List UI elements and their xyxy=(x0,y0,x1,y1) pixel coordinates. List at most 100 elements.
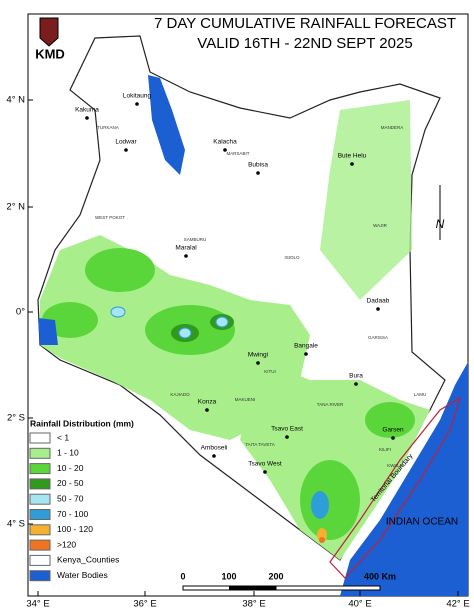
county-label: MARSABIT xyxy=(226,151,249,156)
county-label: TAITA TAVETA xyxy=(245,442,275,447)
rain-area xyxy=(110,306,126,318)
place-marker xyxy=(376,307,380,311)
logo: KMD xyxy=(35,17,65,61)
place-marker xyxy=(124,148,128,152)
latitude-label: 2° S xyxy=(7,413,25,424)
north-label: N xyxy=(436,217,445,231)
place-marker xyxy=(223,148,227,152)
longitude-label: 34° E xyxy=(26,599,49,610)
place-marker xyxy=(391,436,395,440)
place-label: Bangale xyxy=(294,343,318,350)
county-label: TURKANA xyxy=(97,125,119,130)
place-label: Bute Helu xyxy=(338,153,367,160)
north-arrow: N xyxy=(436,185,445,240)
county-label: TANA RIVER xyxy=(317,402,344,407)
county-label: SAMBURU xyxy=(184,237,207,242)
county-label: MAKUENI xyxy=(235,397,256,402)
longitude-label: 36° E xyxy=(133,599,156,610)
rain-area xyxy=(300,460,360,540)
legend-swatch xyxy=(29,554,51,566)
place-label: Tsavo West xyxy=(248,461,282,468)
rain-area xyxy=(365,402,415,438)
county-label: ISIOLO xyxy=(284,255,300,260)
county-label: WEST POKOT xyxy=(95,215,125,220)
place-marker xyxy=(304,352,308,356)
place-marker xyxy=(263,470,267,474)
place-label: Kakuma xyxy=(75,107,99,114)
place-marker xyxy=(256,171,260,175)
rain-area xyxy=(320,100,412,300)
lake-victoria xyxy=(38,318,58,345)
logo-shield xyxy=(39,17,59,47)
ocean-label: INDIAN OCEAN xyxy=(386,517,458,528)
logo-text: KMD xyxy=(35,46,65,61)
county-label: KAJIADO xyxy=(170,392,190,397)
legend-swatch xyxy=(29,447,51,459)
legend-label: Kenya_Counties xyxy=(57,555,119,565)
legend-label: 10 - 20 xyxy=(57,463,84,473)
legend-swatch xyxy=(29,463,51,475)
place-label: Bubisa xyxy=(248,162,268,169)
latitude-label: 2° N xyxy=(6,202,25,213)
longitude-label: 42° E xyxy=(446,599,469,610)
place-marker xyxy=(135,102,139,106)
title-line: VALID 16TH - 22ND SEPT 2025 xyxy=(197,35,412,52)
county-label: LAMU xyxy=(414,392,427,397)
legend-swatch xyxy=(29,539,51,551)
scale-bar xyxy=(182,585,381,591)
legend-swatch xyxy=(29,509,51,520)
county-label: KITUI xyxy=(264,369,276,374)
legend-label: Water Bodies xyxy=(57,570,108,580)
place-marker xyxy=(285,435,289,439)
legend-label: 100 - 120 xyxy=(57,524,93,534)
legend-swatch xyxy=(29,570,51,582)
scale-label: 200 xyxy=(268,571,283,581)
legend-swatch xyxy=(29,493,51,505)
place-marker xyxy=(354,382,358,386)
ocean xyxy=(340,362,468,596)
place-label: Maralal xyxy=(175,245,197,252)
rainfall-areas xyxy=(40,100,430,560)
place-label: Tsavo East xyxy=(271,426,303,433)
lake-turkana xyxy=(148,75,185,175)
rain-area xyxy=(311,491,329,519)
legend-label: 50 - 70 xyxy=(57,493,84,503)
county-label: GARISSA xyxy=(368,335,388,340)
county-label: WAJIR xyxy=(373,223,388,228)
place-marker xyxy=(256,361,260,365)
territorial-boundary xyxy=(329,396,462,579)
place-marker xyxy=(184,254,188,258)
place-label: Lodwar xyxy=(115,139,137,146)
latitude-label: 4° N xyxy=(6,95,25,106)
county-label: KILIFI xyxy=(379,447,391,452)
scale-label: 400 Km xyxy=(364,571,396,581)
place-marker xyxy=(205,408,209,412)
place-label: Amboseli xyxy=(201,445,228,452)
longitude-label: 40° E xyxy=(348,599,371,610)
title-line: 7 DAY CUMULATIVE RAINFALL FORECAST xyxy=(154,15,456,32)
legend-label: >120 xyxy=(57,539,76,549)
county-label: KWALE xyxy=(387,463,403,468)
legend-title: Rainfall Distribution (mm) xyxy=(30,418,134,428)
scale-bar-segment xyxy=(275,585,381,591)
county-label: MANDERA xyxy=(381,125,404,130)
scale-label: 0 xyxy=(180,571,185,581)
legend-label: < 1 xyxy=(57,432,69,442)
legend-label: 70 - 100 xyxy=(57,509,88,519)
legend-swatch xyxy=(29,478,51,490)
legend-swatch xyxy=(29,524,51,536)
place-label: Konza xyxy=(198,399,217,406)
rain-area xyxy=(215,316,229,328)
latitude-label: 0° xyxy=(16,307,25,318)
place-marker xyxy=(212,454,216,458)
rain-area xyxy=(85,248,155,292)
place-label: Kalacha xyxy=(213,139,237,146)
place-label: Mwingi xyxy=(248,352,268,359)
place-label: Lokitaung xyxy=(123,93,152,100)
legend-label: 20 - 50 xyxy=(57,478,84,488)
scale-bar-segment xyxy=(229,586,276,590)
map-frame xyxy=(27,13,469,597)
longitude-label: 38° E xyxy=(242,599,265,610)
rain-area xyxy=(178,327,192,339)
